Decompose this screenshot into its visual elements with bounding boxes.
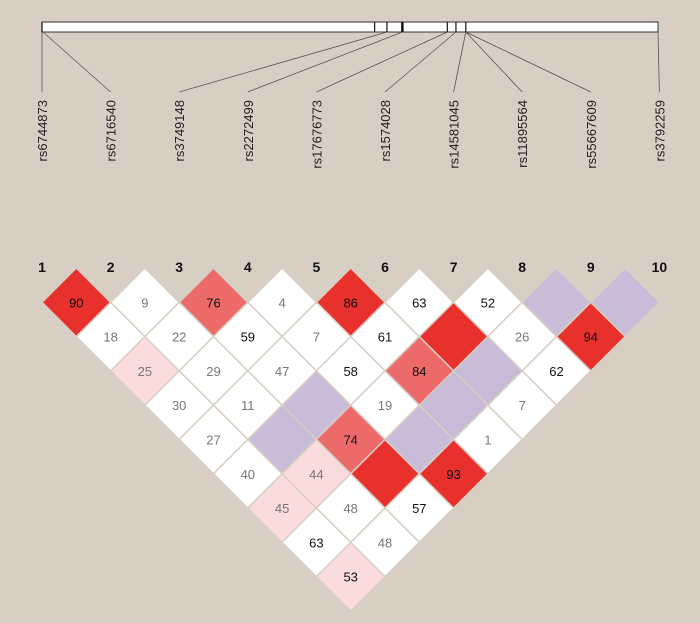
snp-name-label: rs6744873 <box>35 100 50 161</box>
ld-cell-value: 76 <box>206 295 220 310</box>
ld-cell-value: 74 <box>343 433 357 448</box>
ld-cell-value: 84 <box>412 364 426 379</box>
ld-cell-value: 86 <box>343 295 357 310</box>
ld-cell-value: 53 <box>343 570 357 585</box>
snp-name-label: rs55667609 <box>584 100 599 169</box>
snp-name-label: rs2272499 <box>241 100 256 161</box>
gene-markers <box>41 22 467 32</box>
connector-line <box>465 31 591 93</box>
ld-cell-value: 9 <box>141 295 148 310</box>
ld-cell-value: 44 <box>309 467 323 482</box>
ld-cell-value: 7 <box>313 330 320 345</box>
connector-line <box>384 31 457 93</box>
ld-cell-value: 22 <box>172 330 186 345</box>
ld-cell-value: 58 <box>343 364 357 379</box>
snp-name-label: rs11895564 <box>515 100 530 168</box>
ld-cell-value: 19 <box>378 398 392 413</box>
snp-connector-lines <box>41 31 660 93</box>
ld-cell-value: 18 <box>103 330 117 345</box>
ld-cell-value: 25 <box>138 364 152 379</box>
ld-cell-value: 63 <box>412 295 426 310</box>
snp-name-label: rs17676773 <box>309 100 324 169</box>
ld-cell-value: 57 <box>412 501 426 516</box>
ld-cell-value: 40 <box>241 467 255 482</box>
ld-cell-value: 90 <box>69 295 83 310</box>
connector-line <box>657 31 660 93</box>
ld-cell-value: 11 <box>241 398 255 413</box>
snp-name-label: rs1574028 <box>378 100 393 161</box>
connector-line <box>316 31 448 93</box>
gene-track <box>41 21 660 93</box>
connector-line <box>465 31 523 93</box>
gene-bar <box>41 21 659 33</box>
connector-line <box>247 31 403 93</box>
ld-cells: 90 9 76 4 86 63 52 18 22 59 7 61 26 94 25 29 47 58 84 62 30 1… <box>40 266 661 613</box>
snp-name-label: rs3792259 <box>652 100 667 161</box>
ld-cell-value: 45 <box>275 501 289 516</box>
snp-index-label: 3 <box>175 259 183 275</box>
ld-cell-value: 27 <box>206 433 220 448</box>
ld-cell-value: 62 <box>549 364 563 379</box>
ld-cell-value: 26 <box>515 330 529 345</box>
ld-cell-value: 29 <box>206 364 220 379</box>
snp-index-label: 8 <box>518 259 526 275</box>
snp-name-label: rs3749148 <box>172 100 187 161</box>
ld-cell-value: 52 <box>481 295 495 310</box>
snp-name-label: rs14581045 <box>447 100 462 169</box>
snp-index-label: 1 <box>38 259 46 275</box>
ld-cell-value: 7 <box>519 398 526 413</box>
ld-cell-value: 47 <box>275 364 289 379</box>
ld-cell-value: 4 <box>278 295 285 310</box>
snp-index-label: 2 <box>107 259 115 275</box>
snp-index-label: 9 <box>587 259 595 275</box>
ld-cell-value: 30 <box>172 398 186 413</box>
snp-index-label: 5 <box>313 259 321 275</box>
ld-cell-value: 48 <box>343 501 357 516</box>
snp-index-labels: 1 2 3 4 5 6 7 8 9 10 <box>38 259 667 275</box>
connector-line <box>42 31 111 93</box>
snp-index-label: 6 <box>381 259 389 275</box>
ld-cell-value: 1 <box>484 433 491 448</box>
ld-cell-value: 48 <box>378 535 392 550</box>
snp-name-label: rs6716540 <box>104 100 119 161</box>
ld-cell-value: 93 <box>446 467 460 482</box>
ld-cell-value: 94 <box>584 330 598 345</box>
ld-cell-value: 63 <box>309 535 323 550</box>
snp-index-label: 10 <box>652 259 668 275</box>
ld-cell <box>315 541 387 613</box>
ld-cell-value: 59 <box>241 330 255 345</box>
ld-cell-value: 61 <box>378 330 392 345</box>
connector-line <box>453 31 467 93</box>
snp-index-label: 4 <box>244 259 252 275</box>
snp-labels: rs6744873 rs6716540 rs3749148 rs2272499 rs17… <box>35 100 667 169</box>
snp-index-label: 7 <box>450 259 458 275</box>
connector-line <box>179 31 388 93</box>
